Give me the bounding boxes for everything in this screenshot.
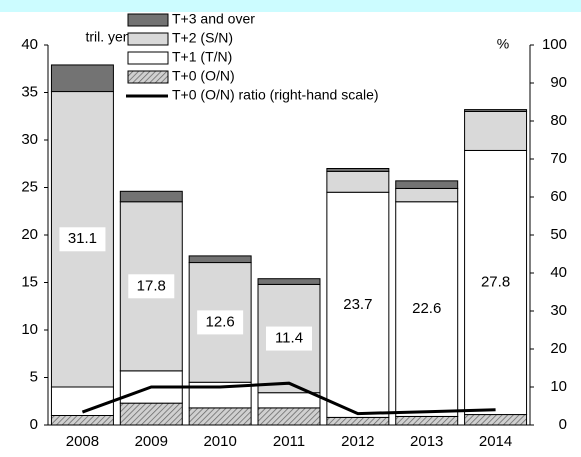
x-tick-label: 2008 xyxy=(66,433,99,450)
y2-axis-label: % xyxy=(497,36,509,52)
header-band xyxy=(0,0,581,12)
bar-segment xyxy=(326,168,390,172)
legend-label: T+1 (T/N) xyxy=(172,49,232,65)
legend-label: T+0 (O/N) xyxy=(172,68,235,84)
data-label-box xyxy=(334,292,381,317)
x-tick-label: 2009 xyxy=(135,433,168,450)
y2-tick-label: 100 xyxy=(542,36,567,53)
y2-tick-label: 10 xyxy=(550,378,567,395)
bar-segment xyxy=(119,190,183,203)
data-label-box xyxy=(59,227,106,252)
y2-tick-label: 20 xyxy=(550,340,567,357)
bar-segment xyxy=(119,402,183,426)
data-label-box xyxy=(266,326,312,351)
bar-segment xyxy=(188,255,252,264)
legend-label: T+2 (S/N) xyxy=(172,30,233,46)
bar-segment xyxy=(326,416,390,426)
y-tick-label: 40 xyxy=(21,36,38,53)
y-tick-label: 5 xyxy=(30,368,38,385)
y-tick-label: 20 xyxy=(21,226,38,243)
legend-swatch xyxy=(127,51,169,65)
x-tick-label: 2013 xyxy=(410,433,443,450)
x-tick-label: 2012 xyxy=(341,433,374,450)
bar-segment xyxy=(50,415,114,426)
y-tick-label: 30 xyxy=(21,131,38,148)
data-label: 31.1 xyxy=(68,230,97,247)
data-label-box xyxy=(197,310,244,335)
y2-tick-label: 90 xyxy=(550,74,567,91)
bar-segment xyxy=(464,414,528,426)
bar-segment xyxy=(395,180,459,189)
y-tick-label: 10 xyxy=(21,321,38,338)
bar-segment xyxy=(326,170,390,193)
legend-swatch xyxy=(127,70,169,84)
y2-tick-label: 40 xyxy=(550,264,567,281)
data-label-box xyxy=(128,274,175,299)
legend-label: T+3 and over xyxy=(172,11,255,27)
data-label-box xyxy=(472,270,519,295)
x-tick-label: 2011 xyxy=(273,433,305,450)
data-label-box xyxy=(403,297,450,322)
legend-swatch xyxy=(127,13,169,27)
legend-swatch xyxy=(127,32,169,46)
bar-segment xyxy=(464,109,528,112)
x-tick-label: 2014 xyxy=(479,433,512,450)
y-tick-label: 15 xyxy=(21,273,38,290)
legend-label: T+0 (O/N) ratio (right-hand scale) xyxy=(172,87,379,103)
bar-segment xyxy=(464,111,528,151)
y-axis-label: tril. yen xyxy=(85,29,130,45)
x-tick-label: 2010 xyxy=(203,433,236,450)
y-tick-label: 0 xyxy=(30,416,38,433)
data-label: 22.6 xyxy=(412,300,441,317)
y2-tick-label: 60 xyxy=(550,188,567,205)
data-label: 11.4 xyxy=(275,330,303,347)
bar-segment xyxy=(395,187,459,203)
y2-tick-label: 50 xyxy=(550,226,567,243)
data-label: 17.8 xyxy=(137,277,166,294)
bar-segment xyxy=(257,407,321,426)
data-label: 23.7 xyxy=(343,296,372,313)
y2-tick-label: 70 xyxy=(550,150,567,167)
bar-segment xyxy=(188,407,252,426)
bar-segment xyxy=(257,278,321,285)
y-tick-label: 25 xyxy=(21,178,38,195)
data-label: 27.8 xyxy=(481,273,510,290)
bar-segment xyxy=(395,415,459,426)
bar-segment xyxy=(50,64,114,93)
bar-segment xyxy=(257,392,321,409)
y2-tick-label: 80 xyxy=(550,112,567,129)
ratio-line xyxy=(81,381,496,416)
y-tick-label: 35 xyxy=(21,83,38,100)
data-label: 12.6 xyxy=(206,313,235,330)
y2-tick-label: 30 xyxy=(550,302,567,319)
y2-tick-label: 0 xyxy=(559,416,567,433)
